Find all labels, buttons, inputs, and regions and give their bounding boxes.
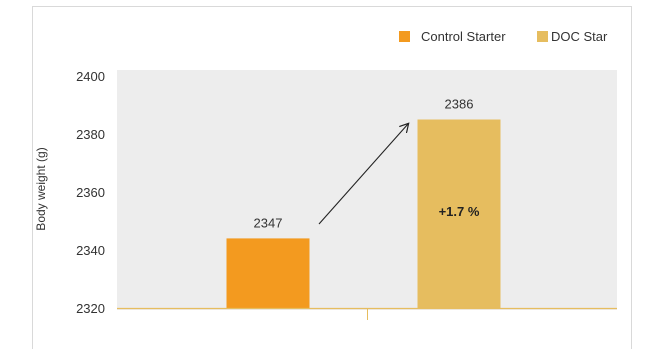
y-tick-label: 2380 xyxy=(76,127,105,142)
data-labels: 2347 2386 xyxy=(254,97,474,231)
y-tick-label: 2360 xyxy=(76,185,105,200)
data-label-doc-star: 2386 xyxy=(445,97,474,112)
y-axis-ticks: 2320 2340 2360 2380 2400 xyxy=(76,69,105,316)
y-tick-label: 2340 xyxy=(76,243,105,258)
bar-control-starter xyxy=(226,238,310,308)
plot-area xyxy=(117,70,617,310)
increase-annotation: +1.7 % xyxy=(439,204,480,219)
legend-label-control-starter: Control Starter xyxy=(421,29,506,44)
y-tick-label: 2400 xyxy=(76,69,105,84)
y-tick-label: 2320 xyxy=(76,301,105,316)
legend-label-doc-star: DOC Star xyxy=(551,29,608,44)
y-axis-title: Body weight (g) xyxy=(34,147,48,230)
bars xyxy=(226,119,501,308)
legend-swatch-doc-star xyxy=(537,31,548,42)
data-label-control-starter: 2347 xyxy=(254,215,283,230)
increase-arrow xyxy=(318,124,408,225)
bar-doc-star xyxy=(417,119,501,308)
legend-swatch-control-starter xyxy=(399,31,410,42)
legend: Control Starter DOC Star xyxy=(399,29,608,44)
